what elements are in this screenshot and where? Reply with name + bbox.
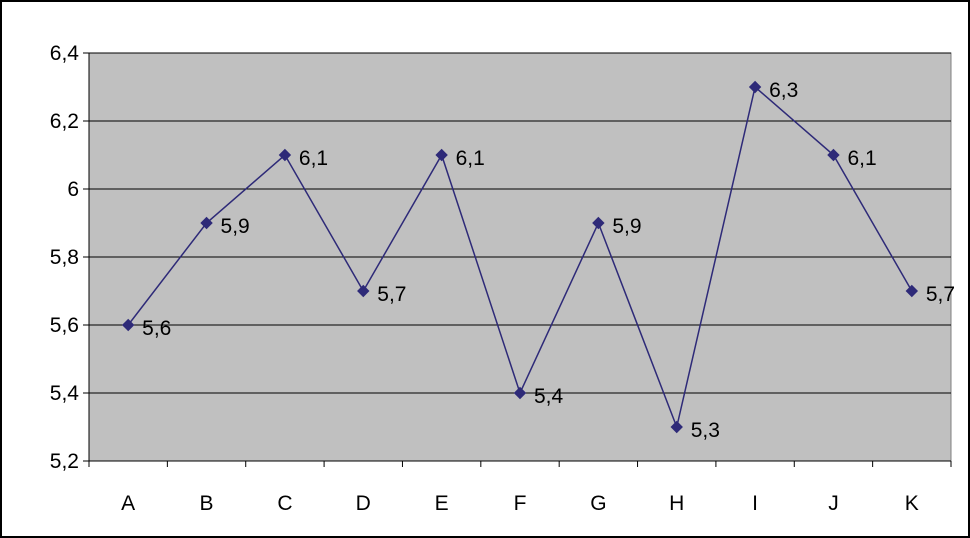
- x-tick-label: B: [200, 492, 214, 515]
- data-label: 6,3: [769, 79, 798, 102]
- data-point-marker: [592, 216, 605, 230]
- y-tick-label: 5,4: [50, 382, 80, 405]
- data-point-marker: [121, 318, 135, 332]
- x-tick-label: A: [121, 492, 135, 515]
- data-point-marker: [435, 148, 448, 162]
- data-label: 5,7: [377, 283, 406, 306]
- x-tick-label: H: [669, 492, 684, 515]
- data-point-marker: [670, 420, 683, 434]
- data-point-marker: [827, 148, 840, 162]
- x-tick-label: D: [356, 492, 371, 515]
- x-tick-label: F: [514, 492, 527, 515]
- data-label: 5,7: [926, 283, 955, 306]
- data-label: 5,4: [534, 385, 564, 408]
- series-layer: [121, 80, 919, 434]
- data-point-marker: [357, 284, 370, 298]
- data-label: 6,1: [299, 147, 328, 170]
- y-tick-label: 6: [67, 178, 79, 201]
- y-tick-label: 5,6: [50, 314, 79, 337]
- y-tick-label: 5,8: [50, 246, 79, 269]
- data-point-marker: [200, 216, 213, 230]
- x-tick-label: K: [905, 492, 919, 515]
- data-point-marker: [748, 80, 762, 94]
- x-tick-label: I: [752, 492, 758, 515]
- data-labels: 5,6 5,9 6,1 5,7 6,1 5,4 5,9 5,3 6,3 6,1 5,7: [142, 79, 955, 442]
- x-tick-label: C: [277, 492, 292, 515]
- data-point-marker: [278, 148, 292, 162]
- y-tick-label: 5,2: [50, 450, 79, 473]
- x-tick-label: E: [435, 492, 449, 515]
- data-label: 5,6: [142, 317, 171, 340]
- y-axis-tick-labels: 5,2 5,4 5,6 5,8 6 6,2 6,4: [50, 42, 80, 473]
- y-tick-label: 6,2: [50, 110, 79, 133]
- data-point-marker: [905, 284, 919, 298]
- gridlines: [89, 52, 951, 394]
- data-point-marker: [513, 386, 527, 400]
- data-label: 5,9: [221, 215, 250, 238]
- axes: [83, 52, 952, 467]
- data-label: 5,9: [612, 215, 641, 238]
- x-tick-label: J: [828, 492, 839, 515]
- data-label: 6,1: [847, 147, 876, 170]
- data-label: 6,1: [456, 147, 485, 170]
- data-label: 5,3: [691, 419, 720, 442]
- y-tick-label: 6,4: [50, 42, 80, 65]
- x-tick-label: G: [590, 492, 606, 515]
- x-axis-tick-labels: A B C D E F G H I J K: [121, 492, 919, 515]
